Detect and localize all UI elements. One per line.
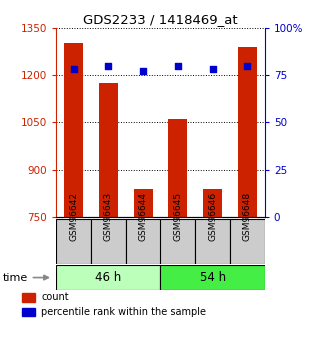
Bar xyxy=(134,189,153,217)
Point xyxy=(106,63,111,68)
Bar xyxy=(230,219,265,264)
Point xyxy=(71,67,76,72)
Text: percentile rank within the sample: percentile rank within the sample xyxy=(41,307,206,317)
Bar xyxy=(56,219,91,264)
Bar xyxy=(203,189,222,217)
Bar xyxy=(160,265,265,290)
Point xyxy=(245,63,250,68)
Point xyxy=(141,68,146,74)
Text: GSM96642: GSM96642 xyxy=(69,191,78,240)
Bar xyxy=(238,47,257,217)
Bar xyxy=(195,219,230,264)
Bar xyxy=(160,219,195,264)
Text: count: count xyxy=(41,293,69,303)
Bar xyxy=(168,119,187,217)
Bar xyxy=(22,308,35,316)
Point xyxy=(210,67,215,72)
Bar xyxy=(99,83,118,217)
Bar xyxy=(64,43,83,217)
Title: GDS2233 / 1418469_at: GDS2233 / 1418469_at xyxy=(83,13,238,27)
Text: 46 h: 46 h xyxy=(95,271,121,284)
Bar xyxy=(22,293,35,302)
Text: GSM96645: GSM96645 xyxy=(173,191,182,240)
Text: GSM96644: GSM96644 xyxy=(139,191,148,240)
Text: 54 h: 54 h xyxy=(200,271,226,284)
Bar xyxy=(56,265,160,290)
Text: GSM96643: GSM96643 xyxy=(104,191,113,240)
Text: time: time xyxy=(3,273,29,283)
Text: GSM96646: GSM96646 xyxy=(208,191,217,240)
Text: GSM96648: GSM96648 xyxy=(243,191,252,240)
Bar xyxy=(91,219,126,264)
Point xyxy=(175,63,180,68)
Bar xyxy=(126,219,160,264)
